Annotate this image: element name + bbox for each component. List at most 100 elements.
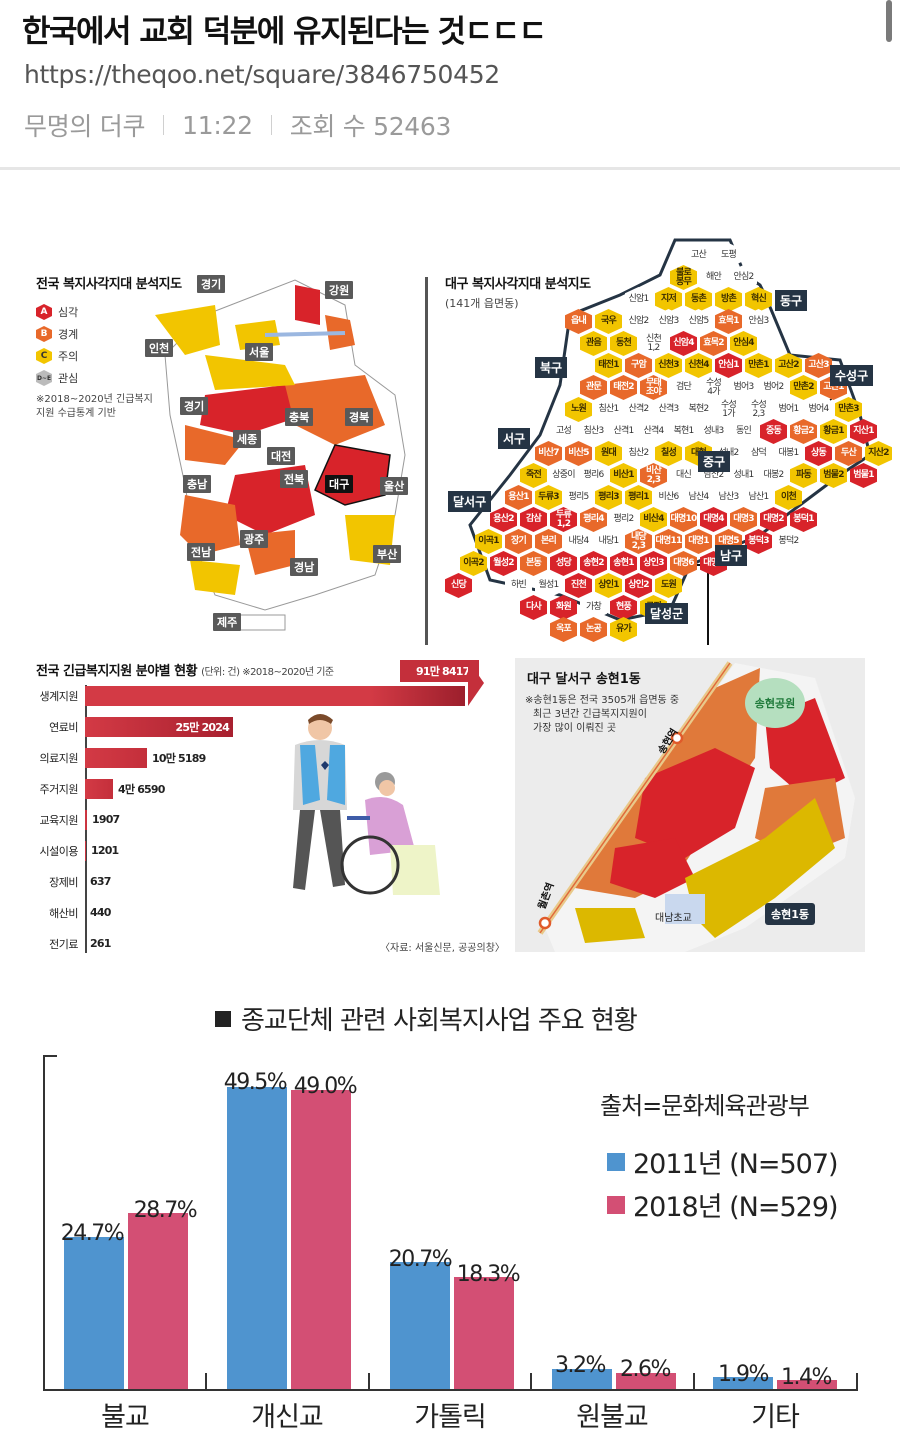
bar-2018-won-buddhism (616, 1373, 676, 1389)
bar-value: 1907 (92, 813, 120, 826)
bar-row: 해산비 440 (20, 897, 111, 928)
songhyeon-map-shape-icon (537, 661, 855, 952)
hex-dong: 이곡1 (475, 529, 502, 554)
bar-2018-catholic (454, 1277, 514, 1389)
bar-value-label: 2.6% (620, 1357, 671, 1382)
region-label-seoul: 서울 (245, 343, 274, 361)
hex-badge-icon: C (36, 348, 52, 364)
welfare-infographic-image: 전국 복지사각지대 분석지도 A 심각 B 경계 C 주의 D~E 관심 ※20… (20, 235, 892, 960)
region-label-chungbuk: 충북 (285, 408, 314, 426)
daegu-map-subtitle: (141개 읍면동) (445, 297, 519, 310)
hex-dong: 장기 (505, 529, 532, 554)
x-axis (43, 1389, 858, 1391)
school-label: 대남초교 (655, 913, 692, 924)
bar-label: 장제비 (49, 875, 78, 889)
hex-dong: 내당 2,3 (625, 529, 652, 554)
legend-label: 관심 (58, 372, 79, 385)
bar-value-label: 49.5% (223, 1070, 288, 1095)
legend-item-c: C 주의 (36, 345, 78, 367)
religion-welfare-chart: 종교단체 관련 사회복지사업 주요 현황 24.7% 28.7% 49.5% 4… (0, 990, 900, 1446)
region-label-jeonbuk: 전북 (280, 470, 309, 488)
district-label-dalseogu: 달서구 (448, 491, 492, 512)
daegu-hex-map: 고산 도평 불로 봉무 해안 안심2 신암1 지저 동촌 방촌 혁신 읍내 국우 … (440, 235, 892, 645)
region-label-jeonnam: 전남 (187, 543, 216, 561)
region-label-gyeonggi: 경기 (197, 275, 226, 293)
district-label-dalseonggun: 달성군 (645, 603, 689, 624)
hex-dong: 대명1 (685, 529, 712, 554)
bar-value: 1201 (91, 844, 119, 857)
bar-label: 주거지원 (39, 782, 79, 796)
bar-value-label: 1.4% (781, 1365, 832, 1390)
korea-hex-map: 경기 강원 인천 서울 경기 충북 경북 세종 대전 충남 전북 대구 울산 광… (145, 275, 425, 635)
hex-dong-songhyeon1: 송현1 (610, 551, 637, 576)
region-label-jeju: 제주 (213, 613, 242, 631)
region-label-busan: 부산 (373, 545, 402, 563)
bar-value: 440 (90, 906, 111, 919)
region-label-chungnam: 충남 (183, 475, 212, 493)
bar (85, 685, 465, 706)
hex-badge-icon: B (36, 326, 52, 342)
bar-value: 25만 2024 (175, 720, 230, 734)
bar-label: 연료비 (49, 720, 78, 734)
bar-value-label: 3.2% (555, 1353, 606, 1378)
hex-dong: 내당1 (595, 529, 622, 554)
bar-row: 교육지원 1907 (20, 804, 120, 835)
post-url-link[interactable]: https://theqoo.net/square/3846750452 (24, 60, 500, 89)
bar-label: 전기료 (49, 937, 78, 951)
bar-value-label: 1.9% (718, 1362, 769, 1387)
hex-dong: 봉덕2 (775, 529, 802, 554)
hex-dong: 대명11 (655, 529, 682, 554)
bar-value-callout: 91만 8417 (400, 660, 480, 682)
dong-badge: 송현1동 (765, 903, 816, 925)
bar-row: 연료비 25만 2024 (20, 711, 233, 742)
bar-value-label: 49.0% (293, 1074, 358, 1099)
hex-dong: 이곡2 (460, 551, 487, 576)
legend-label: 경계 (58, 328, 79, 341)
hex-badge-icon: A (36, 304, 52, 320)
legend-label: 2018년 (N=529) (633, 1192, 839, 1223)
district-label-bukgu: 북구 (535, 357, 568, 378)
bar-2011-protestant (227, 1087, 287, 1389)
bar-2018-protestant (291, 1090, 351, 1389)
park-label: 송현공원 (745, 678, 805, 728)
hex-dong: 하빈 (505, 573, 532, 598)
region-label-incheon: 인천 (145, 339, 174, 357)
hex-dong: 성당 (550, 551, 577, 576)
bar-value-label: 28.7% (133, 1198, 198, 1223)
bar-row: 생계지원 (20, 680, 465, 711)
region-label-daegu: 대구 (325, 475, 354, 493)
legend-label: 심각 (58, 306, 79, 319)
hex-dong: 상인3 (640, 551, 667, 576)
bar-2018-other (777, 1380, 837, 1389)
bar (85, 747, 147, 768)
author-name[interactable]: 무명의 더쿠 (24, 112, 146, 141)
legend-swatch-icon (607, 1152, 625, 1171)
chart-source: 출처=문화체육관광부 (600, 1092, 810, 1120)
emergency-welfare-title: 전국 긴급복지지원 분야별 현황 (단위: 건) ※2018~2020년 기준 (36, 660, 334, 679)
bar (85, 840, 86, 861)
national-map-legend: A 심각 B 경계 C 주의 D~E 관심 (36, 301, 78, 389)
bar-row: 전기료 261 (20, 928, 111, 959)
region-label-daejeon: 대전 (267, 447, 296, 465)
national-map-note: ※2018~2020년 긴급복지 지원 수급통계 기반 (36, 394, 153, 419)
district-label-suseonggu: 수성구 (830, 365, 874, 386)
x-axis-label: 기타 (751, 1402, 800, 1433)
page-scrollbar[interactable] (886, 0, 892, 42)
hex-dong: 송현2 (580, 551, 607, 576)
national-map-title: 전국 복지사각지대 분석지도 (36, 277, 182, 292)
hex-dong: 봉덕3 (745, 529, 772, 554)
chart-title: 종교단체 관련 사회복지사업 주요 현황 (215, 1000, 638, 1037)
bar-value: 261 (90, 937, 111, 950)
bar-2011-buddhism (64, 1237, 124, 1389)
meta-divider (270, 115, 272, 135)
note-line: 최근 3년간 긴급복지지원이 (533, 709, 647, 720)
bar-label: 시설이용 (39, 844, 79, 858)
x-axis-label: 가톨릭 (414, 1402, 487, 1433)
songhyeon-map: 송현공원 대구 달서구 송현1동 ※송현1동은 전국 3505개 읍면동 중 최… (515, 658, 865, 952)
region-label-gwangju: 광주 (240, 530, 269, 548)
bar: 25만 2024 (85, 716, 233, 737)
view-count: 조회 수 52463 (289, 112, 452, 141)
legend-item-de: D~E 관심 (36, 367, 78, 389)
daegu-map-title: 대구 복지사각지대 분석지도 (445, 277, 591, 292)
x-axis-tick (530, 1373, 532, 1389)
